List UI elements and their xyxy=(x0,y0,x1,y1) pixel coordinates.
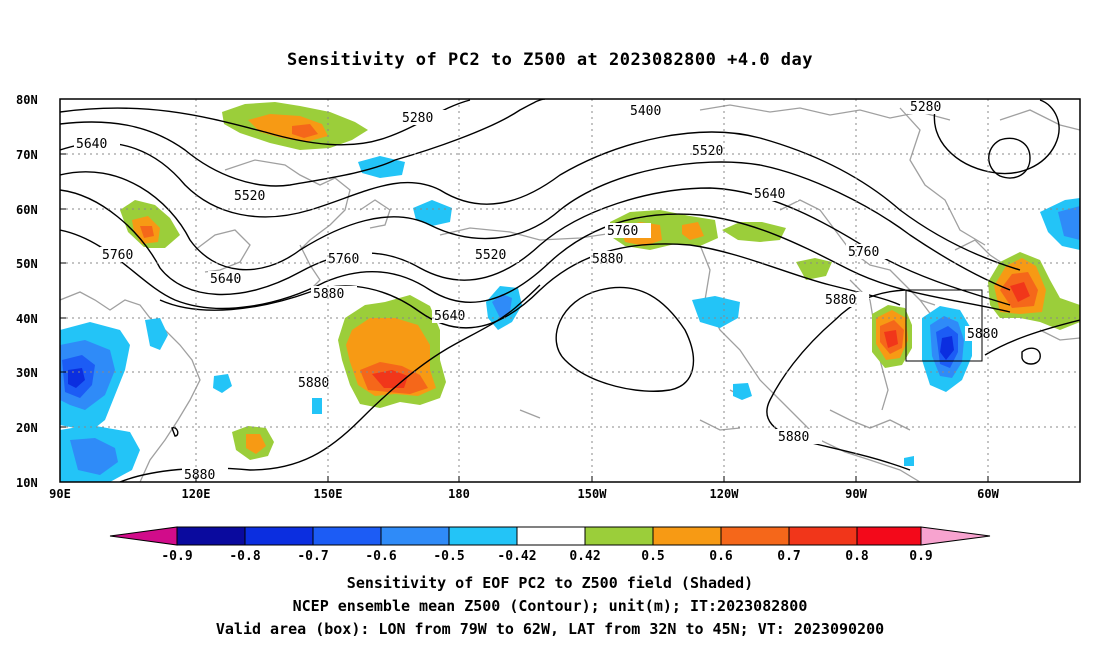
contour-label-5880-b: 5880 xyxy=(592,252,623,267)
valid-area-box xyxy=(905,289,983,362)
lon-label-180: 180 xyxy=(448,487,470,501)
contour-label-5880-d: 5880 xyxy=(825,293,856,308)
colorbar-bin xyxy=(788,526,858,546)
latitude-labels: 80N 70N 60N 50N 40N 30N 20N 10N xyxy=(16,93,38,490)
colorbar-bin xyxy=(516,526,586,546)
colorbar-label: 0.5 xyxy=(641,549,664,564)
contour-label-5880-f: 5880 xyxy=(778,430,809,445)
lon-label-90w: 90W xyxy=(845,487,867,501)
contour-label-5880-a: 5880 xyxy=(313,287,344,302)
colorbar-label: 0.42 xyxy=(569,549,600,564)
contour-label-5760-b: 5760 xyxy=(328,252,359,267)
colorbar-label: -0.5 xyxy=(433,549,464,564)
colorbar-label: 0.9 xyxy=(909,549,932,564)
lon-label-120w: 120W xyxy=(710,487,740,501)
colorbar: -0.9 -0.8 -0.7 -0.6 -0.5 -0.42 0.42 0.5 … xyxy=(109,526,991,564)
colorbar-bin xyxy=(720,526,790,546)
lon-label-60w: 60W xyxy=(977,487,999,501)
shading-positive xyxy=(120,102,1080,460)
colorbar-bin xyxy=(244,526,314,546)
lat-label-40n: 40N xyxy=(16,312,38,326)
contour-label-5280-a: 5280 xyxy=(402,111,433,126)
colorbar-label: -0.8 xyxy=(229,549,260,564)
colorbar-bin xyxy=(380,526,450,546)
colorbar-label: -0.9 xyxy=(161,549,192,564)
contour-label-5520-c: 5520 xyxy=(692,144,723,159)
contour-label-5640-d: 5640 xyxy=(754,187,785,202)
axis-ticks xyxy=(60,98,989,483)
contour-label-5880-c: 5880 xyxy=(298,376,329,391)
lat-label-80n: 80N xyxy=(16,93,38,107)
contour-label-5880-e: 5880 xyxy=(967,327,998,342)
contour-label-5880-g: 5880 xyxy=(184,468,215,483)
contour-label-5520-b: 5520 xyxy=(475,248,506,263)
colorbar-bin xyxy=(176,526,246,546)
colorbar-label: -0.42 xyxy=(497,549,536,564)
contour-label-5280-b: 5280 xyxy=(910,100,941,115)
shading-negative xyxy=(60,156,1080,482)
lon-label-120e: 120E xyxy=(182,487,211,501)
colorbar-label: -0.6 xyxy=(365,549,396,564)
colorbar-label: 0.8 xyxy=(845,549,869,564)
colorbar-low-end-triangle xyxy=(109,526,178,546)
lat-label-70n: 70N xyxy=(16,148,38,162)
lat-label-50n: 50N xyxy=(16,257,38,271)
colorbar-bin xyxy=(652,526,722,546)
caption-valid-area: Valid area (box): LON from 79W to 62W, L… xyxy=(215,620,885,638)
map-title: Sensitivity of PC2 to Z500 at 2023082800… xyxy=(286,50,813,70)
colorbar-label: -0.7 xyxy=(297,549,328,564)
colorbar-bin xyxy=(448,526,518,546)
map-frame xyxy=(59,98,1081,483)
colorbar-label: 0.6 xyxy=(709,549,733,564)
lat-label-60n: 60N xyxy=(16,203,38,217)
lon-label-150w: 150W xyxy=(578,487,608,501)
caption-shading: Sensitivity of EOF PC2 to Z500 field (Sh… xyxy=(346,574,754,592)
lat-label-10n: 10N xyxy=(16,476,38,490)
lon-label-150e: 150E xyxy=(314,487,343,501)
contour-label-5760-c: 5760 xyxy=(607,224,638,239)
longitude-labels: 90E 120E 150E 180 150W 120W 90W 60W xyxy=(49,487,999,501)
contour-label-5400: 5400 xyxy=(630,104,661,119)
gridlines xyxy=(60,99,1080,482)
lat-label-30n: 30N xyxy=(16,366,38,380)
contour-label-5520-a: 5520 xyxy=(234,189,265,204)
contour-label-5640-b: 5640 xyxy=(210,272,241,287)
contour-label-5640-c: 5640 xyxy=(434,309,465,324)
lon-label-90e: 90E xyxy=(49,487,71,501)
colorbar-bin xyxy=(584,526,654,546)
colorbar-bin xyxy=(312,526,382,546)
contour-label-5760-d: 5760 xyxy=(848,245,879,260)
contour-labels: 5280 5280 5400 5520 5520 5520 5640 5640 … xyxy=(74,99,1011,483)
colorbar-high-end-triangle xyxy=(920,526,991,546)
contour-label-5760-a: 5760 xyxy=(102,248,133,263)
caption-contour: NCEP ensemble mean Z500 (Contour); unit(… xyxy=(292,597,808,615)
colorbar-label: 0.7 xyxy=(777,549,800,564)
contour-label-5640-a: 5640 xyxy=(76,137,107,152)
colorbar-bin xyxy=(856,526,922,546)
lat-label-20n: 20N xyxy=(16,421,38,435)
